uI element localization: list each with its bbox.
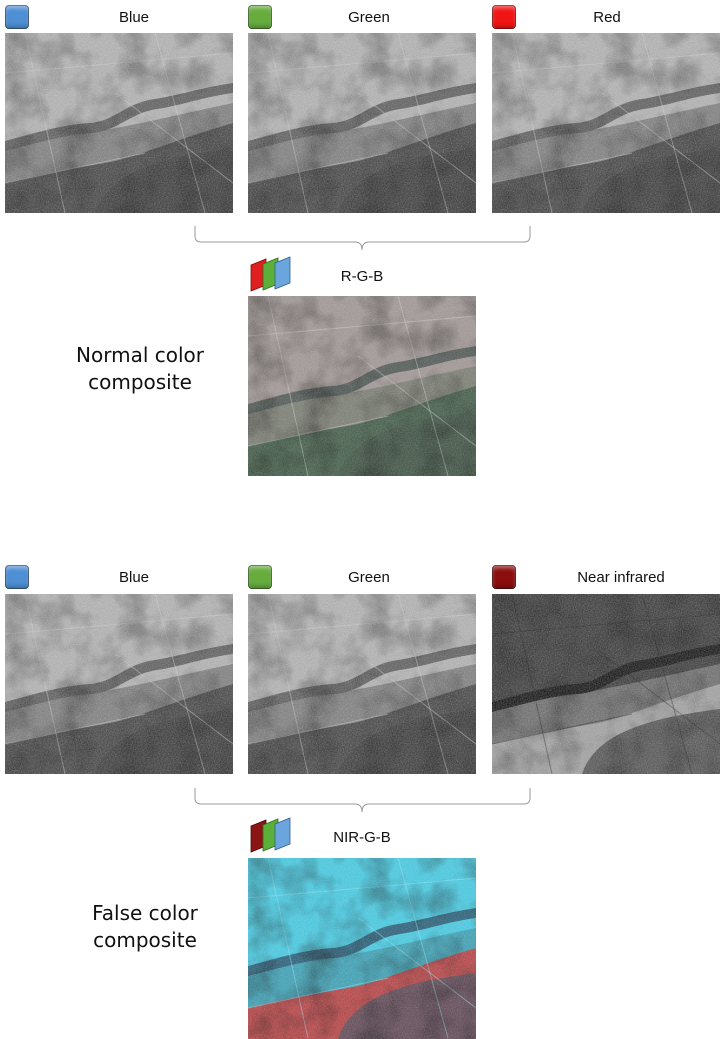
merge-bracket <box>194 226 531 251</box>
caption-line: composite <box>93 928 197 952</box>
satellite-image-green-band <box>248 33 476 213</box>
composite-caption: Normal color composite <box>60 342 220 396</box>
composite-caption: False color composite <box>65 900 225 954</box>
band-label: Blue <box>118 9 150 26</box>
satellite-image-red-band <box>492 33 720 213</box>
band-color-swatch-icon <box>248 5 272 29</box>
satellite-image-green-band <box>248 594 476 774</box>
caption-line: Normal color <box>76 343 204 367</box>
band-color-swatch-icon <box>5 5 29 29</box>
false-color-section: Blue Green Near infrared NIR-G-B False c… <box>0 560 720 1039</box>
band-label: Blue <box>118 569 150 586</box>
band-label: Green <box>348 9 390 26</box>
band-label: Near infrared <box>577 569 665 586</box>
merge-bracket <box>194 788 531 813</box>
composite-image-nir-g-b <box>248 858 476 1039</box>
caption-line: composite <box>88 370 192 394</box>
band-label: Red <box>593 9 621 26</box>
satellite-image-blue-band <box>5 594 233 774</box>
composite-title: R-G-B <box>340 268 384 285</box>
normal-color-section: Blue Green Red R-G-B Normal color compos… <box>0 0 720 500</box>
band-color-swatch-icon <box>5 565 29 589</box>
satellite-image-blue-band <box>5 33 233 213</box>
layer-stack-icon <box>250 256 291 292</box>
layer-stack-icon <box>250 817 291 853</box>
band-color-swatch-icon <box>248 565 272 589</box>
composite-title: NIR-G-B <box>333 829 391 846</box>
satellite-image-near-infrared-band <box>492 594 720 774</box>
composite-image-rgb <box>248 296 476 476</box>
caption-line: False color <box>92 901 198 925</box>
band-color-swatch-icon <box>492 5 516 29</box>
band-label: Green <box>348 569 390 586</box>
band-color-swatch-icon <box>492 565 516 589</box>
